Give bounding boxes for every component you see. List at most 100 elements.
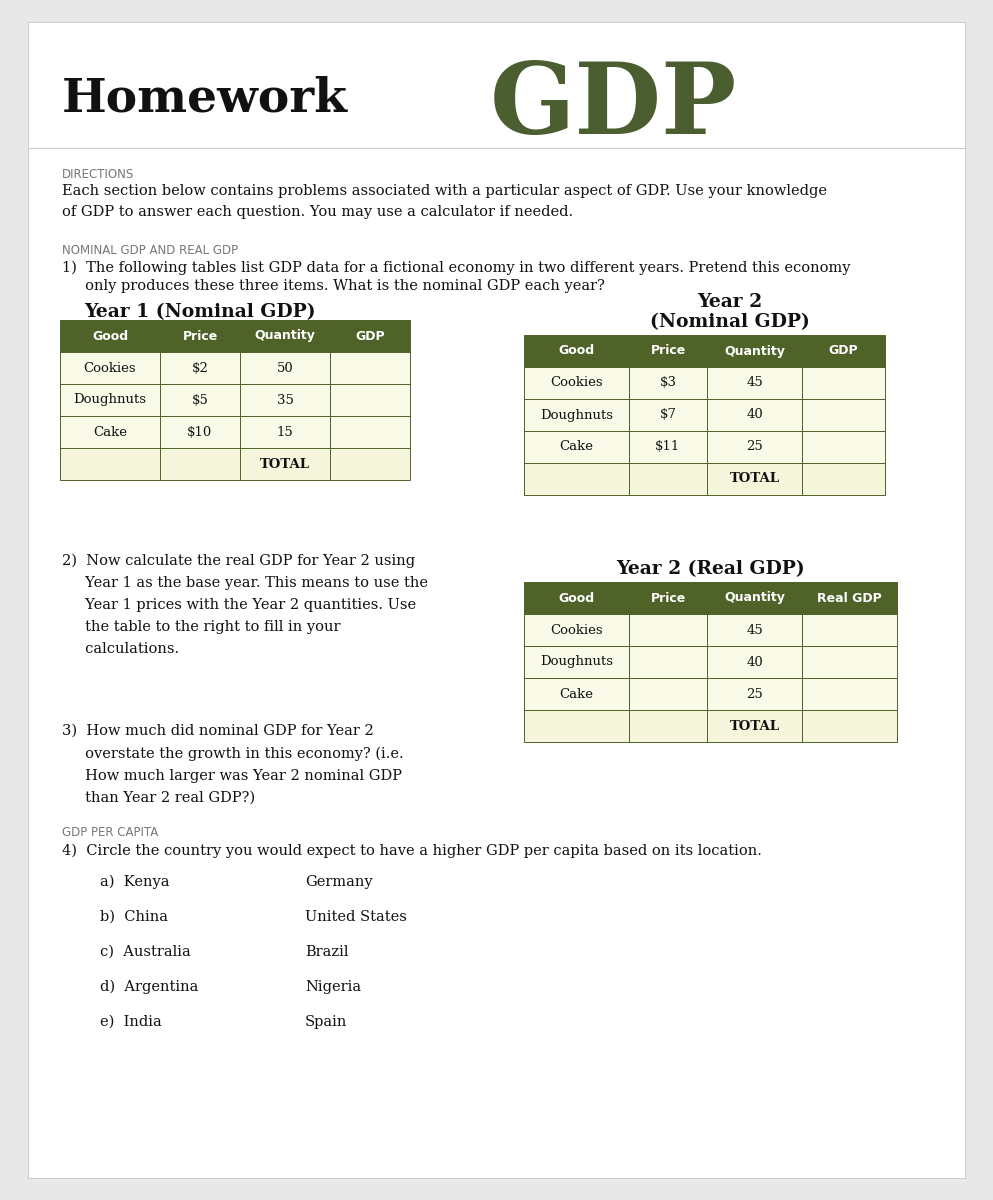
Bar bbox=[629, 678, 707, 710]
Bar bbox=[160, 384, 240, 416]
Text: 40: 40 bbox=[746, 655, 763, 668]
Bar bbox=[802, 710, 897, 742]
Text: Good: Good bbox=[92, 330, 128, 342]
Bar bbox=[240, 384, 330, 416]
Bar bbox=[240, 352, 330, 384]
Text: Good: Good bbox=[558, 592, 595, 605]
Text: d)  Argentina: d) Argentina bbox=[100, 980, 199, 995]
Text: $3: $3 bbox=[659, 377, 676, 390]
Text: Doughnuts: Doughnuts bbox=[73, 394, 147, 407]
Text: $11: $11 bbox=[655, 440, 680, 454]
Text: GDP: GDP bbox=[355, 330, 385, 342]
Text: 25: 25 bbox=[746, 688, 763, 701]
Bar bbox=[629, 710, 707, 742]
Bar bbox=[160, 352, 240, 384]
Bar bbox=[802, 335, 885, 367]
Text: b)  China: b) China bbox=[100, 910, 168, 924]
Text: $2: $2 bbox=[192, 361, 209, 374]
Text: Year 2 (Real GDP): Year 2 (Real GDP) bbox=[616, 560, 804, 578]
Text: Spain: Spain bbox=[305, 1015, 348, 1028]
Bar bbox=[707, 463, 802, 494]
Text: Cake: Cake bbox=[93, 426, 127, 438]
Text: 1)  The following tables list GDP data for a fictional economy in two different : 1) The following tables list GDP data fo… bbox=[62, 260, 850, 275]
Bar bbox=[707, 582, 802, 614]
Text: Doughnuts: Doughnuts bbox=[540, 408, 613, 421]
Text: 45: 45 bbox=[746, 377, 763, 390]
Bar bbox=[524, 431, 629, 463]
Text: TOTAL: TOTAL bbox=[260, 457, 310, 470]
Text: 25: 25 bbox=[746, 440, 763, 454]
Bar bbox=[60, 416, 160, 448]
Text: only produces these three items. What is the nominal GDP each year?: only produces these three items. What is… bbox=[62, 278, 605, 293]
Bar bbox=[707, 710, 802, 742]
Bar bbox=[524, 614, 629, 646]
Text: Doughnuts: Doughnuts bbox=[540, 655, 613, 668]
Bar bbox=[629, 582, 707, 614]
Bar bbox=[524, 646, 629, 678]
Bar bbox=[240, 320, 330, 352]
Bar bbox=[629, 398, 707, 431]
Text: 15: 15 bbox=[277, 426, 293, 438]
Bar bbox=[330, 416, 410, 448]
Text: Cookies: Cookies bbox=[550, 377, 603, 390]
Bar bbox=[160, 320, 240, 352]
Text: Quantity: Quantity bbox=[254, 330, 316, 342]
Bar bbox=[240, 416, 330, 448]
Bar bbox=[802, 582, 897, 614]
Bar bbox=[707, 678, 802, 710]
Bar bbox=[629, 614, 707, 646]
Bar bbox=[524, 710, 629, 742]
Bar bbox=[629, 646, 707, 678]
Text: $10: $10 bbox=[188, 426, 213, 438]
Text: 35: 35 bbox=[277, 394, 294, 407]
Bar bbox=[629, 335, 707, 367]
Bar bbox=[707, 398, 802, 431]
Text: 50: 50 bbox=[277, 361, 293, 374]
Text: Real GDP: Real GDP bbox=[817, 592, 882, 605]
Text: Quantity: Quantity bbox=[724, 344, 784, 358]
Text: TOTAL: TOTAL bbox=[730, 473, 780, 486]
Text: Cake: Cake bbox=[559, 688, 594, 701]
Text: Price: Price bbox=[650, 592, 685, 605]
Bar bbox=[802, 431, 885, 463]
Text: Year 1 (Nominal GDP): Year 1 (Nominal GDP) bbox=[84, 302, 316, 320]
Text: 4)  Circle the country you would expect to have a higher GDP per capita based on: 4) Circle the country you would expect t… bbox=[62, 844, 762, 858]
Text: Good: Good bbox=[558, 344, 595, 358]
Bar bbox=[524, 678, 629, 710]
Text: NOMINAL GDP AND REAL GDP: NOMINAL GDP AND REAL GDP bbox=[62, 244, 238, 257]
Bar bbox=[240, 448, 330, 480]
Text: a)  Kenya: a) Kenya bbox=[100, 875, 170, 889]
Text: e)  India: e) India bbox=[100, 1015, 162, 1028]
Text: Cake: Cake bbox=[559, 440, 594, 454]
Text: Price: Price bbox=[650, 344, 685, 358]
Bar bbox=[524, 367, 629, 398]
Bar bbox=[707, 367, 802, 398]
Bar bbox=[524, 398, 629, 431]
Bar bbox=[707, 431, 802, 463]
Text: (Nominal GDP): (Nominal GDP) bbox=[650, 313, 810, 331]
Text: Cookies: Cookies bbox=[550, 624, 603, 636]
Bar bbox=[524, 335, 629, 367]
Bar bbox=[60, 352, 160, 384]
Text: Cookies: Cookies bbox=[83, 361, 136, 374]
Text: TOTAL: TOTAL bbox=[730, 720, 780, 732]
Text: $7: $7 bbox=[659, 408, 676, 421]
Bar bbox=[160, 448, 240, 480]
Bar bbox=[629, 367, 707, 398]
Text: Nigeria: Nigeria bbox=[305, 980, 361, 994]
Text: Quantity: Quantity bbox=[724, 592, 784, 605]
Text: 40: 40 bbox=[746, 408, 763, 421]
Bar bbox=[802, 614, 897, 646]
Text: $5: $5 bbox=[192, 394, 209, 407]
Bar bbox=[330, 352, 410, 384]
Text: United States: United States bbox=[305, 910, 407, 924]
Text: Year 2: Year 2 bbox=[697, 293, 763, 311]
Bar bbox=[60, 320, 160, 352]
Bar bbox=[629, 431, 707, 463]
Bar bbox=[707, 646, 802, 678]
Bar bbox=[802, 646, 897, 678]
Text: GDP: GDP bbox=[490, 58, 737, 155]
Bar bbox=[524, 463, 629, 494]
Text: Price: Price bbox=[183, 330, 217, 342]
Bar bbox=[707, 335, 802, 367]
